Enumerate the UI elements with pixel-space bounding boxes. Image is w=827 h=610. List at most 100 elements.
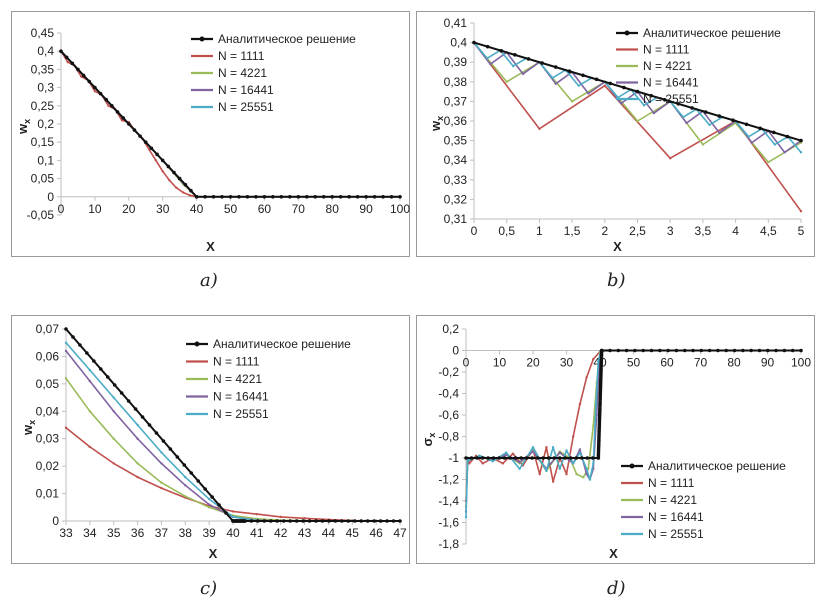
series-point-1 — [88, 445, 92, 449]
series-point-analytic — [499, 48, 504, 53]
series-point-analytic — [635, 89, 640, 94]
series-point-4 — [531, 446, 535, 449]
y-tick-label: 0,39 — [444, 55, 468, 69]
chart-panel-d: -1,8 -1,6 -1,4 -1,2 -1 -0,8 -0,6 -0,4 -0,2 0 0,2 0 1… — [416, 315, 815, 564]
series-point-analytic — [352, 519, 357, 523]
y-tick-label: 0 — [47, 190, 54, 204]
series-point-analytic — [782, 348, 787, 353]
series-point-analytic — [93, 85, 97, 90]
series-point-4 — [491, 460, 494, 463]
x-tick-label: 10 — [493, 356, 507, 370]
series-point-analytic — [64, 327, 68, 331]
series-point-analytic — [166, 164, 171, 169]
series-point-4 — [585, 467, 588, 470]
series-point-analytic — [228, 195, 233, 199]
series-point-4 — [577, 84, 580, 87]
series-point-analytic — [508, 456, 512, 460]
y-tick-label: 0,38 — [444, 75, 468, 89]
x-tick-label: 10 — [88, 202, 102, 216]
series-point-analytic — [691, 348, 695, 353]
series-point-analytic — [398, 195, 402, 199]
series-point-1 — [154, 159, 158, 162]
legend-label: N = 4221 — [648, 493, 697, 507]
series-point-4 — [572, 462, 575, 465]
legend-label: Аналитическое решение — [643, 26, 781, 40]
x-tick-label: 3,5 — [695, 224, 712, 238]
series-point-analytic — [385, 519, 389, 523]
series-point-analytic — [256, 519, 260, 523]
x-tick-label: 80 — [727, 356, 741, 370]
y-tick-label: 0,35 — [444, 134, 468, 148]
series-point-3 — [207, 503, 211, 506]
series-point-analytic — [574, 456, 579, 460]
series-point-analytic — [381, 195, 385, 199]
legend-label: N = 25551 — [218, 100, 274, 114]
series-point-4 — [545, 469, 548, 473]
series-point-analytic — [112, 383, 117, 387]
caption-a: a) — [200, 270, 218, 291]
series-point-2 — [587, 467, 590, 470]
x-tick-label: 4 — [732, 224, 739, 238]
series-point-analytic — [161, 439, 166, 443]
series-point-analytic — [563, 456, 568, 460]
x-tick-label: 2 — [601, 224, 608, 238]
y-tick-label: -0,4 — [438, 387, 459, 401]
y-tick-label: 0,02 — [36, 459, 60, 473]
series-point-analytic — [307, 519, 312, 523]
series-point-2 — [505, 80, 508, 84]
series-point-analytic — [744, 122, 749, 127]
y-tick-label: -1,2 — [438, 473, 459, 487]
series-point-analytic — [666, 348, 670, 353]
x-tick-label: 80 — [326, 202, 340, 216]
y-tick-label: 0,07 — [36, 322, 60, 336]
series-point-analytic — [127, 122, 131, 126]
x-tick-label: 36 — [131, 526, 145, 540]
series-point-analytic — [699, 348, 704, 353]
series-point-4 — [88, 368, 92, 372]
x-tick-label: 90 — [761, 356, 775, 370]
series-point-4 — [551, 446, 555, 449]
series-point-3 — [489, 62, 492, 66]
x-tick-label: 40 — [226, 526, 240, 540]
series-point-analytic — [608, 81, 613, 86]
series-point-analytic — [355, 195, 360, 199]
series-point-3 — [136, 437, 139, 440]
series-point-1 — [538, 127, 541, 131]
series-point-analytic — [475, 456, 479, 460]
series-point-analytic — [254, 195, 258, 199]
series-point-4 — [551, 76, 554, 80]
x-tick-label: 44 — [322, 526, 336, 540]
series-point-analytic — [741, 348, 745, 353]
series-point-1 — [231, 510, 235, 513]
x-tick-label: 34 — [83, 526, 97, 540]
series-point-analytic — [172, 170, 176, 175]
series-line-1 — [465, 349, 801, 502]
series-point-4 — [485, 57, 489, 60]
y-tick-label: 0 — [52, 514, 59, 528]
series-point-analytic — [464, 456, 468, 460]
series-point-analytic — [372, 195, 377, 199]
x-tick-label: 1 — [536, 224, 543, 238]
x-tick-label: 35 — [107, 526, 121, 540]
series-point-analytic — [641, 348, 646, 353]
chart-frame — [416, 11, 815, 257]
series-point-3 — [531, 450, 535, 453]
series-point-3 — [587, 92, 590, 95]
series-point-analytic — [703, 110, 708, 114]
legend-label: N = 25551 — [643, 92, 699, 106]
series-point-4 — [231, 515, 235, 519]
series-point-4 — [747, 135, 750, 138]
series-point-analytic — [71, 335, 75, 339]
legend-label: N = 4221 — [218, 66, 267, 80]
series-point-4 — [184, 475, 187, 479]
x-tick-label: 100 — [390, 202, 410, 216]
series-point-2 — [160, 481, 163, 484]
series-point-analytic — [196, 479, 201, 483]
series-point-3 — [578, 448, 582, 451]
series-point-analytic — [70, 61, 75, 66]
series-point-1 — [481, 462, 484, 465]
series-point-analytic — [237, 195, 241, 199]
x-tick-label: 30 — [156, 202, 170, 216]
x-tick-label: 38 — [179, 526, 193, 540]
series-point-3 — [184, 484, 187, 487]
